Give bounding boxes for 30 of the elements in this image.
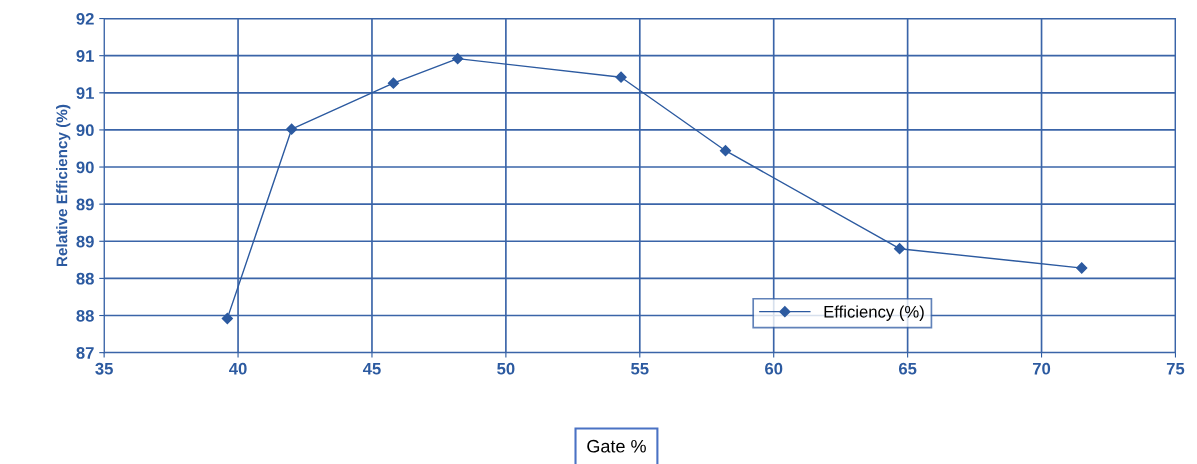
y-tick-label: 91: [76, 50, 94, 62]
point: [893, 243, 906, 255]
point: [615, 71, 627, 83]
point: [452, 53, 464, 65]
y-tick-label: 88: [76, 272, 94, 285]
y-tick-label: 92: [76, 12, 94, 25]
legend-label: Efficiency (%): [824, 305, 924, 321]
x-axis-title: Gate %: [587, 439, 646, 453]
y-tick-label: 89: [76, 198, 94, 211]
x-tick-label: 55: [631, 362, 649, 375]
point: [387, 77, 399, 89]
x-tick-label: 65: [898, 362, 917, 375]
x-tick-label: 75: [1166, 362, 1185, 375]
y-tick-label: 88: [76, 309, 94, 322]
x-tick-label: 50: [497, 362, 515, 375]
point: [719, 145, 732, 157]
y-tick-label: 90: [76, 161, 94, 174]
y-tick-label: 89: [76, 235, 94, 248]
x-tick-label: 60: [765, 362, 783, 375]
point: [1076, 262, 1088, 274]
x-tick-label: 45: [362, 362, 381, 375]
point: [286, 123, 298, 135]
y-axis-title: Relative Efficiency (%): [56, 104, 71, 267]
x-tick-label: 35: [95, 362, 113, 375]
point: [221, 312, 233, 325]
y-tick-label: 90: [76, 124, 94, 137]
y-tick-label: 87: [76, 347, 94, 359]
x-tick-label: 40: [229, 362, 247, 375]
x-tick-label: 70: [1032, 362, 1051, 375]
y-tick-label: 91: [76, 87, 94, 99]
